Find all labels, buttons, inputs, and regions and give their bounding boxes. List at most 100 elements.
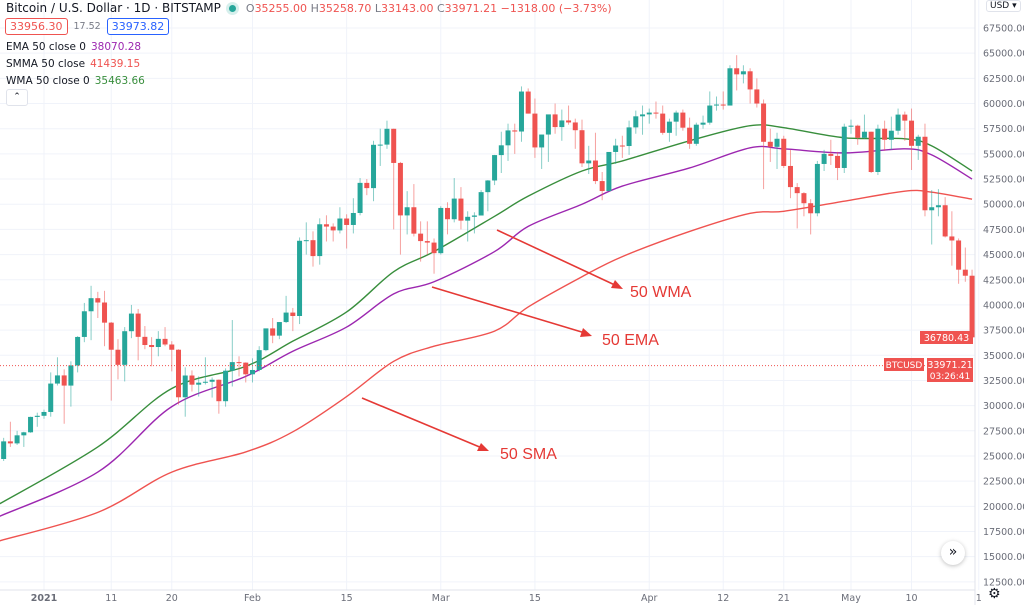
annotation-arrow [496, 229, 618, 287]
candle-body [707, 105, 713, 123]
buy-button[interactable]: 33973.82 [106, 18, 170, 35]
candle [801, 192, 807, 217]
candle-body [714, 104, 719, 106]
candle [424, 221, 430, 255]
candle-body [841, 126, 847, 168]
time-tick-label: Apr [641, 593, 658, 604]
candle-body [505, 130, 511, 146]
candle-body [559, 120, 565, 128]
candle-body [660, 113, 666, 133]
candle [317, 218, 323, 265]
candle [128, 304, 134, 339]
scroll-to-realtime-button[interactable]: » [941, 541, 965, 565]
candle [54, 357, 60, 386]
time-axis[interactable]: 2021 11 20 Feb 15 Mar 15 Apr 12 21 May 10 1 [31, 593, 982, 604]
price-axis[interactable]: 12500.00 15000.00 17500.00 20000.00 22500.00… [983, 24, 1024, 589]
wma-line [0, 124, 973, 505]
candle [34, 412, 40, 427]
open-value: 35255.00 [254, 2, 308, 15]
candle-body [680, 112, 686, 128]
candle [559, 109, 565, 141]
ema-line [0, 145, 973, 517]
symbol-title[interactable]: Bitcoin / U.S. Dollar · 1D · BITSTAMP [6, 1, 221, 15]
candle-body [88, 298, 94, 312]
candle-body [787, 165, 793, 188]
current-price-marker: BTCUSD 33971.21 03:26:41 [884, 358, 973, 382]
candle [303, 222, 309, 255]
candle-body [162, 338, 168, 345]
candle-body [492, 155, 498, 181]
candle [868, 131, 874, 174]
candle [209, 377, 215, 398]
price-tick-label: 37500.00 [983, 326, 1024, 337]
candle-body [249, 369, 255, 375]
candle [761, 99, 767, 190]
candle [861, 114, 867, 139]
candle [7, 421, 13, 447]
currency-dropdown[interactable]: USD ▾ [986, 0, 1021, 12]
candle [902, 111, 908, 141]
time-tick-label: 2021 [31, 593, 57, 604]
gear-icon[interactable]: ⚙ [988, 586, 1001, 602]
candle-body [236, 362, 242, 364]
candle-body [317, 224, 323, 257]
candle [135, 308, 141, 361]
candle-body [882, 128, 888, 140]
candle-body [303, 240, 309, 242]
candle [841, 123, 847, 174]
annotation-label: 50 EMA [602, 332, 659, 349]
candle [505, 123, 511, 161]
candle-body [566, 120, 572, 123]
bar-countdown: 03:26:41 [930, 372, 970, 382]
candle-body [599, 181, 605, 192]
indicator-smma[interactable]: SMMA 50 close 41439.15 [6, 58, 141, 70]
candle-body [196, 382, 202, 385]
candle [21, 431, 27, 447]
candle-body [909, 120, 915, 146]
candle [767, 128, 773, 162]
candle-body [747, 71, 753, 90]
chevron-up-icon[interactable]: ⌃ [6, 89, 28, 106]
candle [330, 223, 336, 242]
candle [223, 368, 229, 407]
candle [929, 190, 935, 245]
annotation-sma: 50 SMA [361, 397, 557, 463]
candle-body [108, 322, 114, 350]
candle [28, 416, 34, 433]
time-tick-label: 21 [778, 593, 790, 604]
last-price-value: 36780.43 [924, 333, 969, 344]
price-tick-label: 35000.00 [983, 351, 1024, 362]
annotation-arrow [361, 397, 483, 449]
candle [552, 103, 558, 134]
time-tick-label: 12 [717, 593, 729, 604]
candle [68, 361, 74, 407]
time-tick-label: 15 [341, 593, 353, 604]
candle [465, 211, 471, 242]
candle-body [478, 192, 484, 216]
candle [162, 327, 168, 347]
symbol-header: Bitcoin / U.S. Dollar · 1D · BITSTAMP O35… [6, 1, 612, 15]
candle-body [592, 160, 598, 182]
candle-body [794, 187, 800, 194]
arrow-head-icon [477, 443, 489, 451]
candle-body [256, 350, 262, 370]
candle-body [734, 68, 740, 75]
candle [714, 96, 719, 111]
indicator-wma[interactable]: WMA 50 close 0 35463.66 [6, 75, 145, 87]
sell-button[interactable]: 33956.30 [5, 18, 68, 35]
candle-body [942, 205, 948, 237]
candle [323, 215, 329, 242]
candle-body [68, 365, 74, 386]
candle-body [243, 362, 249, 375]
candle-body [613, 145, 619, 152]
candle-body [391, 128, 397, 163]
candle [942, 197, 948, 238]
candle [680, 109, 686, 131]
indicator-ema[interactable]: EMA 50 close 0 38070.28 [6, 41, 142, 53]
candle-body [774, 138, 780, 147]
candle [539, 134, 545, 169]
candle-body [418, 233, 424, 242]
annotation-wma: 50 WMA [496, 229, 692, 301]
candle-body [330, 226, 336, 231]
